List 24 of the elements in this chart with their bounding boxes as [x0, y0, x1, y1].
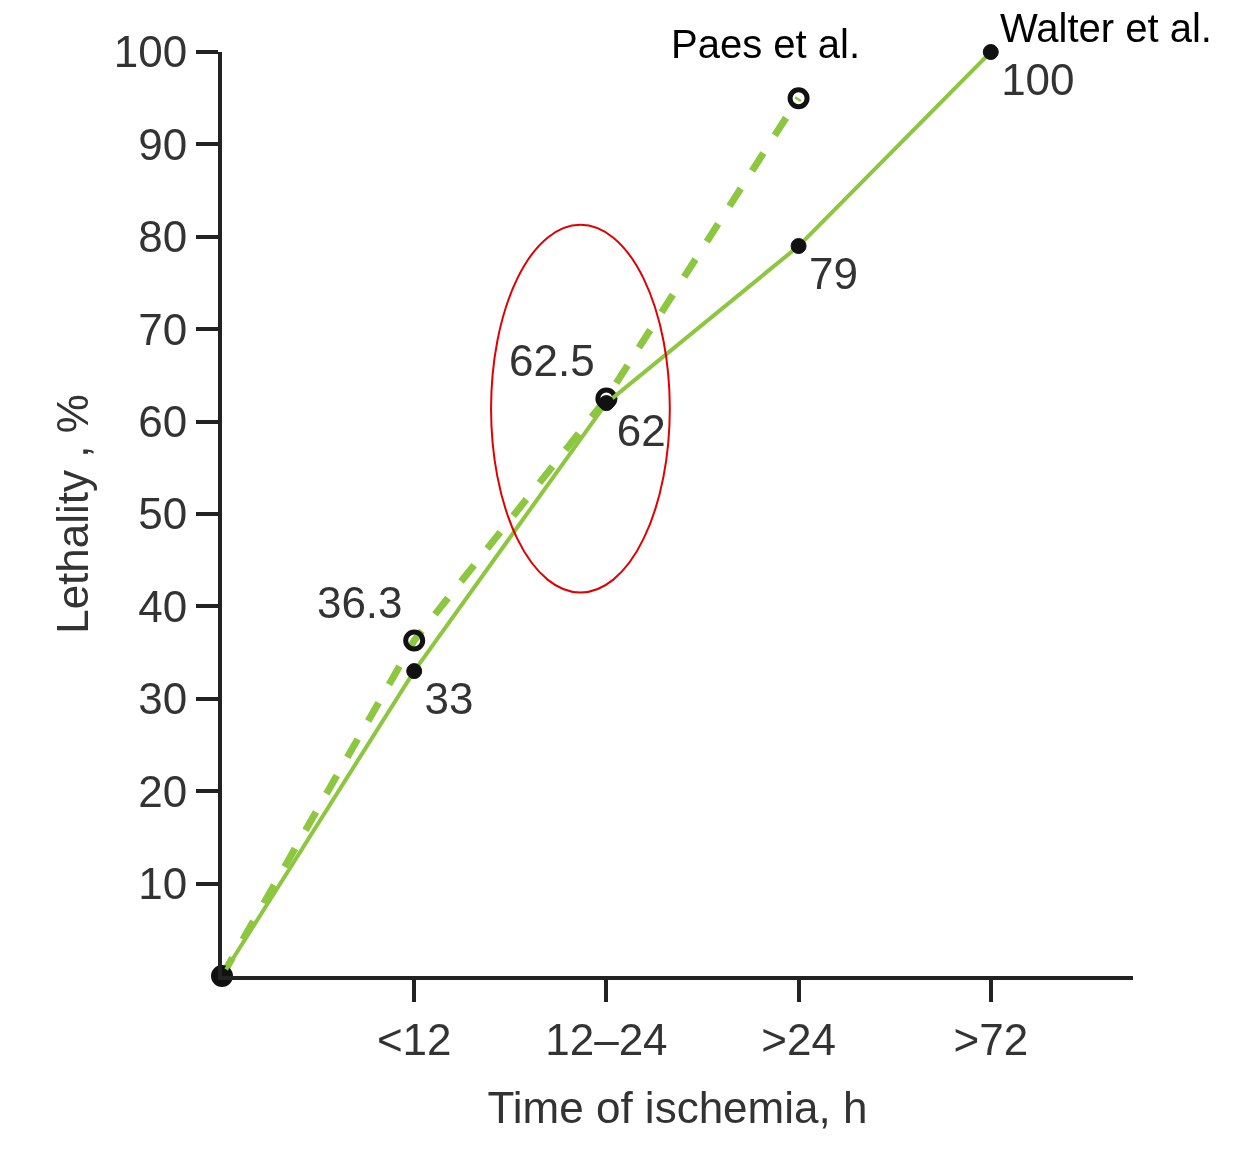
data-label: 62	[616, 406, 666, 456]
y-tick-label: 40	[138, 581, 188, 631]
x-tick-label: <12	[376, 1014, 452, 1064]
data-label: 79	[808, 249, 858, 299]
y-tick-label: 50	[138, 489, 188, 539]
y-tick-label: 60	[138, 397, 188, 446]
data-label: 62.5	[509, 335, 595, 385]
x-tick-label: >72	[953, 1014, 1029, 1064]
series-label: Paes et al.	[671, 22, 861, 66]
y-tick-label: 80	[138, 212, 188, 262]
y-axis-title: Lethality , %	[48, 394, 98, 634]
data-label: 100	[1001, 55, 1075, 105]
x-axis-title: Time of ischemia, h	[487, 1082, 868, 1132]
data-label: 33	[424, 674, 474, 724]
x-tick-label: >24	[761, 1014, 836, 1064]
y-tick-label: 70	[138, 304, 188, 354]
y-tick-label: 10	[138, 859, 188, 908]
y-tick-label: 90	[138, 119, 188, 169]
y-tick-label: 30	[138, 674, 188, 724]
x-tick-label: 12–24	[545, 1014, 668, 1064]
y-tick-label: 100	[113, 27, 188, 77]
series-label: Walter et al.	[1000, 6, 1212, 50]
data-label: 36.3	[316, 577, 403, 627]
y-tick-label: 20	[138, 766, 188, 816]
